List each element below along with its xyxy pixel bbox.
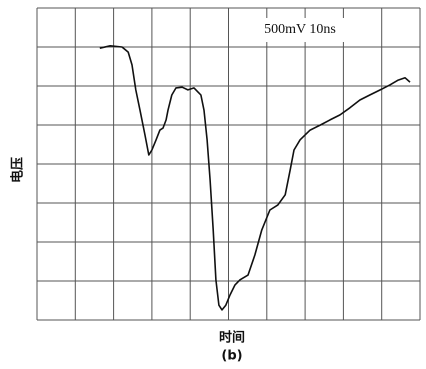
y-axis-label: 电压 <box>10 157 26 183</box>
trace <box>100 46 410 310</box>
caption: (b) <box>221 349 242 364</box>
x-axis-label: 时间 <box>219 330 245 346</box>
annotation: 500mV 10ns <box>264 22 336 37</box>
chart: 500mV 10ns 时间 (b) 电压 <box>0 0 426 369</box>
